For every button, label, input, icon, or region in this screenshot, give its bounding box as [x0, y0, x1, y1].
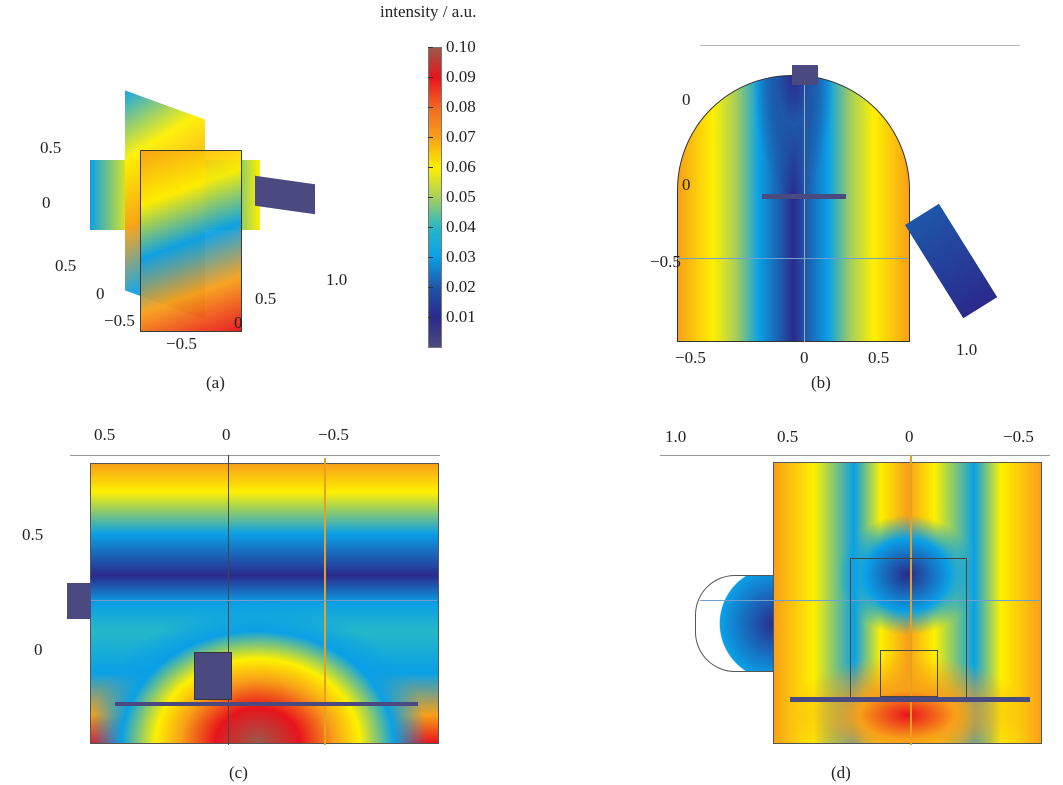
axis-label: 0.5: [777, 427, 799, 446]
axis-label: 0.5: [40, 138, 62, 157]
caption-d: (d): [831, 763, 851, 782]
slice-vertical-2: [140, 150, 242, 332]
colorbar-tick: [428, 287, 433, 288]
colorbar-tick-label: 0.04: [446, 217, 476, 236]
side-port: [905, 203, 998, 319]
colorbar-tick: [428, 227, 433, 228]
axis-label: −0.5: [650, 252, 681, 271]
colorbar-tick-label: 0.08: [446, 97, 476, 116]
axis-label: 0.5: [55, 256, 77, 275]
colorbar-tick-label: 0.07: [446, 127, 476, 146]
colorbar-tick: [428, 137, 433, 138]
side-port: [67, 583, 91, 619]
axis-label: −0.5: [1003, 427, 1034, 446]
colorbar-tick: [428, 197, 433, 198]
colorbar-tick-label: 0.05: [446, 187, 476, 206]
colorbar-tick-label: 0.09: [446, 67, 476, 86]
field-map-b: [677, 75, 910, 342]
colorbar-tick: [428, 47, 433, 48]
colorbar-tick-label: 0.02: [446, 277, 476, 296]
axis-label: 0: [42, 193, 51, 212]
axis-label: 0: [905, 427, 914, 446]
axis-label: 0: [34, 640, 43, 659]
caption-b: (b): [811, 373, 831, 392]
colorbar-title: intensity / a.u.: [380, 2, 477, 21]
axis-label: 0: [682, 90, 691, 109]
colorbar-tick-label: 0.03: [446, 247, 476, 266]
axis-label: −0.5: [104, 311, 135, 330]
axis-label: 1.0: [326, 270, 348, 289]
axis-label: 0: [96, 284, 105, 303]
colorbar-tick: [428, 167, 433, 168]
colorbar-tick-label: 0.10: [446, 37, 476, 56]
field-map-c: [90, 463, 439, 744]
axis-label: 0: [222, 425, 231, 444]
axis-label: −0.5: [318, 425, 349, 444]
axis-label: −0.5: [675, 348, 706, 367]
axis-label: 0: [234, 313, 243, 332]
colorbar-tick: [428, 107, 433, 108]
caption-a: (a): [206, 373, 225, 392]
axis-label: 0.5: [22, 525, 44, 544]
axis-label: −0.5: [166, 334, 197, 353]
axis-label: 1.0: [665, 427, 687, 446]
colorbar-tick: [428, 77, 433, 78]
colorbar-tick: [428, 257, 433, 258]
axis-label: 0.5: [94, 425, 116, 444]
sample-block: [194, 652, 232, 700]
colorbar-tick-label: 0.06: [446, 157, 476, 176]
axis-label: 0: [682, 175, 691, 194]
top-port: [792, 65, 818, 85]
axis-label: 1.0: [956, 340, 978, 359]
axis-label: 0: [800, 348, 809, 367]
side-port-cylinder: [695, 575, 777, 672]
axis-label: 0.5: [868, 348, 890, 367]
axis-label: 0.5: [255, 289, 277, 308]
caption-c: (c): [229, 763, 248, 782]
colorbar-tick-label: 0.01: [446, 307, 476, 326]
colorbar-tick: [428, 317, 433, 318]
port-tube: [255, 175, 315, 215]
